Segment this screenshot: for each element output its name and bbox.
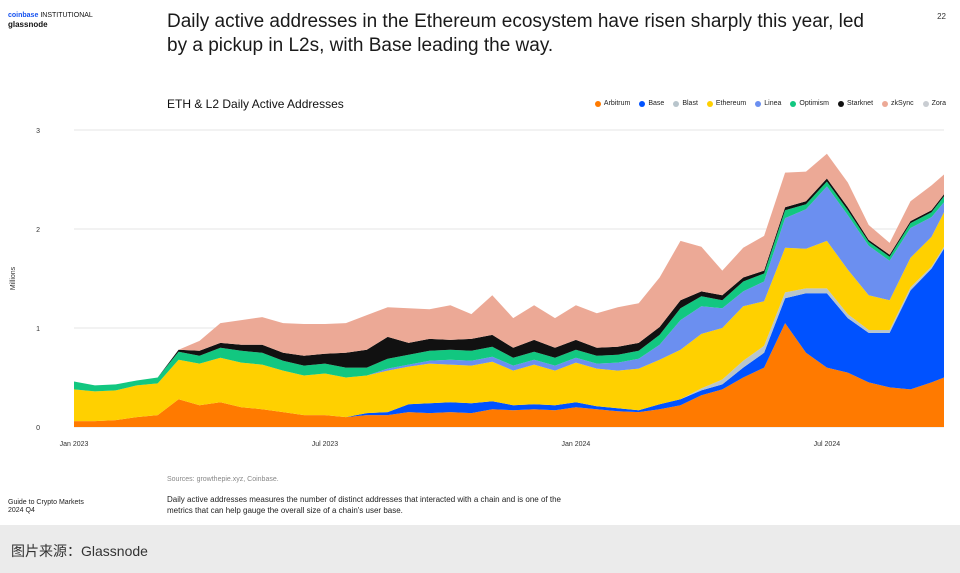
y-tick-label: 2 bbox=[36, 227, 40, 234]
slide: coinbase INSTITUTIONAL glassnode 22 Dail… bbox=[0, 0, 960, 525]
legend-label: Starknet bbox=[846, 100, 874, 107]
legend-label: Optimism bbox=[799, 100, 829, 107]
chart-legend: Arbitrum Base Blast Ethereum Linea Optimism St… bbox=[594, 100, 946, 107]
legend-swatch bbox=[706, 100, 713, 107]
series-area-zksync bbox=[74, 153, 944, 386]
legend-item-optimism: Optimism bbox=[790, 100, 829, 107]
y-tick-label: 0 bbox=[36, 425, 40, 432]
legend-item-zksync: zkSync bbox=[882, 100, 914, 107]
legend-swatch bbox=[673, 100, 680, 107]
legend-swatch bbox=[837, 100, 844, 107]
report-label: Guide to Crypto Markets 2024 Q4 bbox=[8, 499, 84, 515]
report-title: Guide to Crypto Markets bbox=[8, 499, 84, 506]
legend-item-linea: Linea bbox=[755, 100, 781, 107]
legend-label: Ethereum bbox=[715, 100, 747, 107]
legend-item-blast: Blast bbox=[673, 100, 698, 107]
institutional-label: INSTITUTIONAL bbox=[40, 12, 93, 19]
series-area-arbitrum bbox=[74, 323, 944, 427]
brand-logo: coinbase INSTITUTIONAL glassnode bbox=[8, 11, 93, 30]
legend-swatch bbox=[922, 100, 929, 107]
legend-swatch bbox=[639, 100, 646, 107]
legend-item-base: Base bbox=[639, 100, 664, 107]
glassnode-wordmark: glassnode bbox=[8, 20, 48, 29]
legend-swatch bbox=[594, 100, 601, 107]
page-number: 22 bbox=[937, 12, 946, 21]
legend-swatch bbox=[755, 100, 762, 107]
chart-description: Daily active addresses measures the numb… bbox=[167, 495, 561, 515]
legend-item-arbitrum: Arbitrum bbox=[594, 100, 631, 107]
legend-swatch bbox=[882, 100, 889, 107]
chart-title: ETH & L2 Daily Active Addresses bbox=[167, 97, 344, 111]
area-chart: 0 1 2 3 Millions Jan 2023 Jul 2023 Jan 2024 Jul … bbox=[10, 128, 944, 448]
y-tick-label: 3 bbox=[36, 128, 40, 135]
legend-swatch bbox=[790, 100, 797, 107]
y-tick-label: 1 bbox=[36, 326, 40, 333]
y-axis-label: Millions bbox=[10, 266, 17, 290]
legend-label: Arbitrum bbox=[603, 100, 631, 107]
legend-label: Zora bbox=[931, 100, 946, 107]
x-tick-label: Jul 2023 bbox=[312, 441, 339, 448]
series-area-ethereum bbox=[74, 212, 944, 422]
legend-label: zkSync bbox=[891, 100, 914, 107]
legend-item-ethereum: Ethereum bbox=[706, 100, 747, 107]
legend-item-zora: Zora bbox=[922, 100, 946, 107]
x-tick-label: Jan 2024 bbox=[562, 441, 591, 448]
report-period: 2024 Q4 bbox=[8, 507, 35, 514]
x-tick-label: Jan 2023 bbox=[60, 441, 89, 448]
coinbase-wordmark: coinbase bbox=[8, 12, 39, 19]
image-caption: 图片来源：Glassnode bbox=[11, 543, 148, 559]
series-area-blast bbox=[74, 246, 944, 422]
legend-label: Blast bbox=[682, 100, 698, 107]
legend-item-starknet: Starknet bbox=[837, 100, 874, 107]
x-tick-label: Jul 2024 bbox=[814, 441, 841, 448]
legend-label: Linea bbox=[764, 100, 782, 107]
legend-label: Base bbox=[648, 100, 665, 107]
source-note: Sources: growthepie.xyz, Coinbase. bbox=[167, 476, 279, 483]
headline: Daily active addresses in the Ethereum e… bbox=[167, 11, 864, 56]
